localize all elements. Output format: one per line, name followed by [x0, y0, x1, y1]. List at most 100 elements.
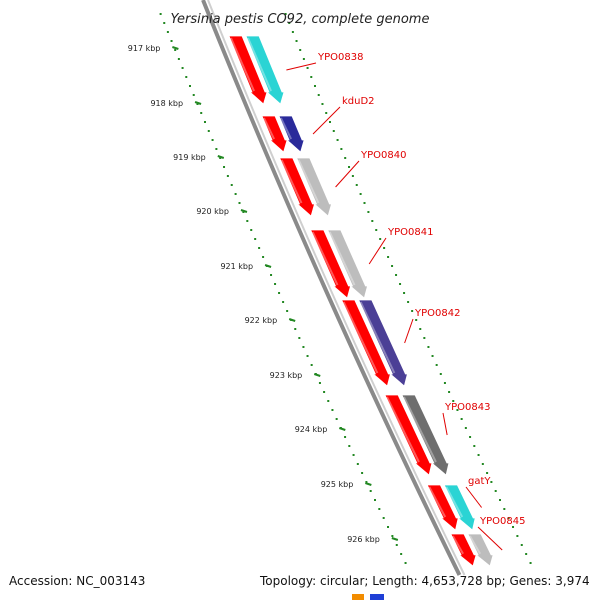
cog-arrow[interactable] [296, 157, 333, 217]
gene-label[interactable]: YPO0841 [387, 227, 433, 238]
guide-dot [295, 40, 298, 42]
scale-dot [170, 40, 173, 42]
scale-dot [294, 328, 297, 330]
cog-arrow[interactable] [358, 299, 408, 387]
guide-dot [403, 292, 406, 294]
scale-tick-label: 917 kbp [128, 44, 161, 53]
guide-dot [325, 112, 328, 114]
cds-arrow-highlight [280, 159, 303, 204]
cds-arrow[interactable] [279, 157, 316, 217]
guide-dot [512, 526, 515, 528]
scale-dot [391, 535, 394, 537]
scale-dot [219, 157, 222, 159]
gene-leader-line [404, 318, 414, 344]
scale-dot [352, 454, 355, 456]
next-gene-stub [370, 594, 384, 600]
gene-label[interactable]: YPO0843 [444, 402, 490, 413]
scale-dot [369, 490, 372, 492]
gene-leader-line [477, 526, 503, 551]
cog-arrow-highlight [280, 117, 292, 140]
scale-dot [318, 382, 321, 384]
guide-dot [529, 562, 532, 564]
guide-dot [431, 355, 434, 357]
guide-dot [313, 85, 316, 87]
guide-dot [371, 220, 374, 222]
guide-dot [310, 76, 313, 78]
cog-arrow-highlight [297, 159, 320, 204]
cog-arrow[interactable] [467, 533, 494, 567]
scale-dot [348, 445, 351, 447]
cds-arrow[interactable] [341, 299, 391, 387]
scale-dot [286, 310, 289, 312]
guide-dot [456, 409, 459, 411]
cog-arrow[interactable] [245, 35, 285, 105]
cds-arrow[interactable] [261, 115, 288, 153]
gene-leader-line [335, 160, 360, 188]
guide-dot [336, 139, 339, 141]
backbone-inner-line [207, 0, 466, 576]
scale-dot [274, 283, 277, 285]
cog-arrow[interactable] [278, 115, 305, 153]
guide-dot [507, 517, 510, 519]
scale-dot [400, 553, 403, 555]
guide-dot [299, 49, 302, 51]
scale-tick [365, 482, 372, 486]
guide-dot [443, 382, 446, 384]
scale-dot [196, 103, 199, 105]
cog-arrow-highlight [328, 231, 356, 286]
scale-dot [282, 301, 285, 303]
cog-arrow[interactable] [327, 229, 369, 299]
gene-label[interactable]: gatY [468, 476, 491, 487]
cds-arrow-highlight [230, 37, 255, 92]
cog-arrow[interactable] [443, 484, 476, 531]
gene-label[interactable]: YPO0842 [414, 308, 460, 319]
guide-dot [351, 175, 354, 177]
next-gene-stub [352, 594, 364, 600]
scale-dot [335, 418, 338, 420]
scale-dot [374, 499, 376, 501]
scale-dot [242, 211, 245, 213]
genome-backbone [201, 0, 466, 576]
guide-dot [435, 364, 438, 366]
gene-label[interactable]: YPO0840 [360, 150, 406, 161]
scale-dot [404, 562, 407, 564]
guide-dot [328, 121, 331, 123]
cds-arrow[interactable] [450, 533, 477, 567]
guide-dot [391, 265, 394, 267]
scale-dot [211, 139, 214, 141]
scale-dot [192, 94, 195, 96]
guide-dot [284, 13, 287, 15]
cds-arrow-highlight [452, 535, 464, 555]
scale-tick [194, 101, 202, 105]
cds-arrow[interactable] [228, 35, 268, 105]
scale-dot [203, 121, 206, 123]
guide-dot [383, 247, 386, 249]
guide-dot [516, 535, 519, 537]
guide-dot [460, 418, 463, 420]
cds-arrow[interactable] [426, 484, 459, 531]
scale-dot [361, 472, 364, 474]
gene-label[interactable]: YPO0838 [317, 52, 363, 63]
gene-leader-line [442, 412, 448, 436]
gene-track: YPO0838 kduD2 YPO0840 YPO0841 YPO0842 YPO0843… [228, 35, 525, 567]
scale-dot [234, 193, 237, 195]
cog-arrow[interactable] [401, 394, 450, 476]
guide-dot [427, 346, 430, 348]
scale-tick-label: 925 kbp [321, 480, 354, 489]
guide-dot [355, 184, 358, 186]
scale-dot [278, 292, 281, 294]
cog-arrow-highlight [445, 486, 464, 518]
guide-dot [317, 94, 320, 96]
cds-arrow[interactable] [310, 229, 352, 299]
guide-dot [481, 463, 484, 465]
cog-arrow-highlight [469, 535, 481, 555]
gene-label[interactable]: YPO0845 [479, 516, 525, 527]
scale-dot [215, 148, 218, 150]
gene-label[interactable]: kduD2 [342, 96, 375, 107]
cds-arrow[interactable] [384, 394, 433, 476]
scale-dot [207, 130, 210, 132]
scale-dot [226, 175, 229, 177]
cog-arrow-highlight [247, 37, 272, 92]
guide-dot [340, 148, 343, 150]
